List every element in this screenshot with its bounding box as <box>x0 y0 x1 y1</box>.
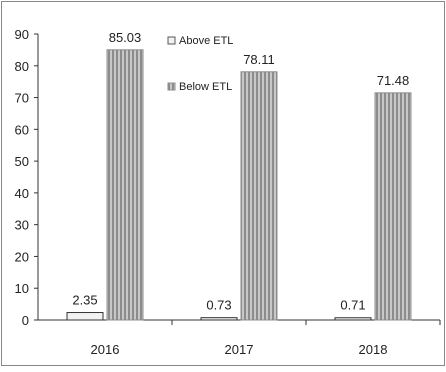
axes: 0 10 20 30 40 50 60 70 80 90 2016 2017 2018 <box>15 27 441 357</box>
bar-below-etl <box>374 92 412 321</box>
y-tick-label: 60 <box>15 122 29 137</box>
x-tick-label: 2017 <box>225 342 254 357</box>
bar-below-etl <box>240 71 278 321</box>
y-tick-label: 0 <box>22 313 29 328</box>
y-tick-label: 40 <box>15 186 29 201</box>
legend-below-etl-swatch <box>167 82 176 91</box>
legend: Above ETL Below ETL <box>167 35 233 93</box>
y-tick-label: 80 <box>15 59 29 74</box>
data-label-above-etl: 2.35 <box>72 293 97 308</box>
data-label-below-etl: 71.48 <box>377 73 410 88</box>
y-tick-label: 20 <box>15 249 29 264</box>
bars <box>66 49 412 321</box>
legend-above-etl-label: Above ETL <box>179 35 233 47</box>
bar-below-etl <box>106 49 144 321</box>
y-tick-label: 10 <box>15 281 29 296</box>
bar-above-etl <box>66 312 104 321</box>
y-tick-label: 50 <box>15 154 29 169</box>
legend-below-etl-label: Below ETL <box>179 81 232 93</box>
data-label-above-etl: 0.71 <box>340 298 365 313</box>
y-tick-label: 70 <box>15 91 29 106</box>
bar-above-etl <box>200 317 238 321</box>
x-tick-label: 2016 <box>91 342 120 357</box>
y-tick-label: 90 <box>15 27 29 42</box>
x-tick-label: 2018 <box>359 342 388 357</box>
bar-above-etl <box>334 317 372 321</box>
legend-above-etl-swatch <box>167 36 176 45</box>
chart-border <box>1 1 445 366</box>
y-tick-label: 30 <box>15 218 29 233</box>
data-label-above-etl: 0.73 <box>206 298 231 313</box>
data-label-below-etl: 85.03 <box>109 30 142 45</box>
data-labels: 2.35 85.03 0.73 78.11 0.71 71.48 <box>72 30 409 313</box>
data-label-below-etl: 78.11 <box>243 52 275 67</box>
